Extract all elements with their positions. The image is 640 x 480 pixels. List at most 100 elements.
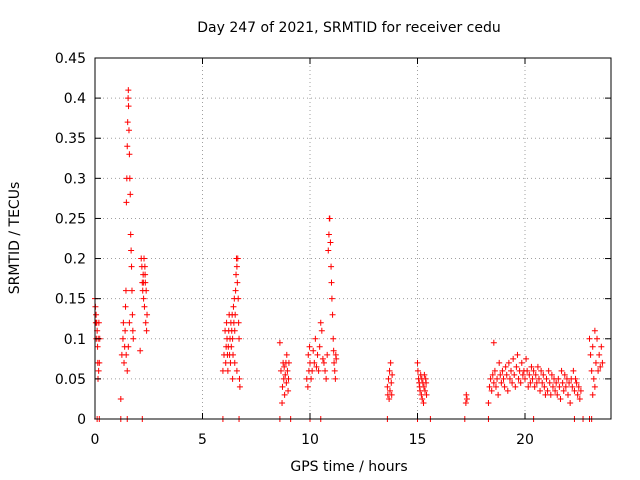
data-point: [549, 383, 556, 390]
data-point: [129, 327, 136, 334]
data-point: [95, 367, 102, 374]
data-point: [143, 287, 150, 294]
data-point: [320, 359, 327, 366]
data-point: [540, 371, 547, 378]
data-point: [328, 279, 335, 286]
data-point: [313, 363, 320, 370]
data-point: [96, 359, 103, 366]
data-point: [589, 343, 596, 350]
x-tick-label: 15: [409, 432, 427, 448]
data-point: [327, 239, 334, 246]
y-tick-label: 0.25: [55, 211, 86, 227]
data-point: [488, 387, 495, 394]
data-point: [527, 379, 534, 386]
data-point: [599, 359, 606, 366]
data-point: [389, 371, 396, 378]
data-point: [590, 375, 597, 382]
data-point: [490, 339, 497, 346]
data-point: [492, 383, 499, 390]
data-point: [325, 247, 332, 254]
data-point: [500, 375, 507, 382]
x-tick-label: 20: [516, 432, 534, 448]
data-point: [542, 391, 549, 398]
data-point: [233, 367, 240, 374]
data-point: [587, 351, 594, 358]
data-point: [125, 127, 132, 134]
data-point: [591, 327, 598, 334]
data-point: [314, 351, 321, 358]
data-point: [122, 303, 129, 310]
data-point: [504, 387, 511, 394]
data-point: [124, 143, 131, 150]
data-point: [305, 351, 312, 358]
data-point: [324, 351, 331, 358]
data-point: [330, 335, 337, 342]
data-point: [548, 371, 555, 378]
data-point: [422, 387, 429, 394]
data-point: [128, 263, 135, 270]
data-point: [554, 391, 561, 398]
data-point: [512, 383, 519, 390]
data-point: [308, 375, 315, 382]
data-point: [385, 375, 392, 382]
data-point: [309, 367, 316, 374]
data-point: [330, 347, 337, 354]
data-point: [577, 387, 584, 394]
data-point: [574, 391, 581, 398]
data-point: [279, 399, 286, 406]
data-point: [127, 231, 134, 238]
data-point: [595, 367, 602, 374]
data-point: [279, 383, 286, 390]
data-point: [567, 399, 574, 406]
data-point: [281, 363, 288, 370]
x-tick-label: 0: [91, 432, 100, 448]
data-point: [586, 335, 593, 342]
data-point: [121, 359, 128, 366]
data-point: [489, 371, 496, 378]
data-point: [572, 375, 579, 382]
data-point: [283, 379, 290, 386]
data-point: [141, 255, 148, 262]
data-point: [310, 347, 317, 354]
data-point: [232, 311, 239, 318]
data-point: [230, 303, 237, 310]
y-tick-label: 0.2: [64, 252, 86, 268]
data-point: [234, 255, 241, 262]
data-point: [496, 359, 503, 366]
data-points: [92, 87, 606, 422]
data-point: [503, 371, 510, 378]
data-point: [570, 367, 577, 374]
data-point: [565, 391, 571, 398]
data-point: [126, 319, 133, 326]
data-point: [523, 355, 530, 362]
data-point: [231, 327, 238, 334]
data-point: [328, 263, 335, 270]
data-point: [591, 383, 598, 390]
data-point: [485, 399, 492, 406]
data-point: [555, 375, 562, 382]
data-point: [128, 287, 135, 294]
x-tick-label: 10: [301, 432, 319, 448]
data-point: [423, 391, 430, 398]
data-point: [517, 379, 524, 386]
data-point: [538, 367, 545, 374]
data-point: [384, 383, 391, 390]
data-point: [285, 359, 292, 366]
data-point: [524, 367, 531, 374]
data-point: [128, 247, 135, 254]
data-point: [576, 395, 583, 402]
data-point: [127, 191, 134, 198]
data-point: [229, 335, 236, 342]
data-point: [311, 359, 318, 366]
y-tick-label: 0.45: [55, 51, 86, 67]
data-point: [561, 371, 568, 378]
data-point: [141, 303, 148, 310]
data-point: [282, 371, 289, 378]
data-point: [506, 375, 513, 382]
data-point: [519, 371, 526, 378]
data-point: [144, 311, 151, 318]
data-point: [494, 375, 501, 382]
data-point: [530, 367, 537, 374]
data-point: [539, 379, 546, 386]
